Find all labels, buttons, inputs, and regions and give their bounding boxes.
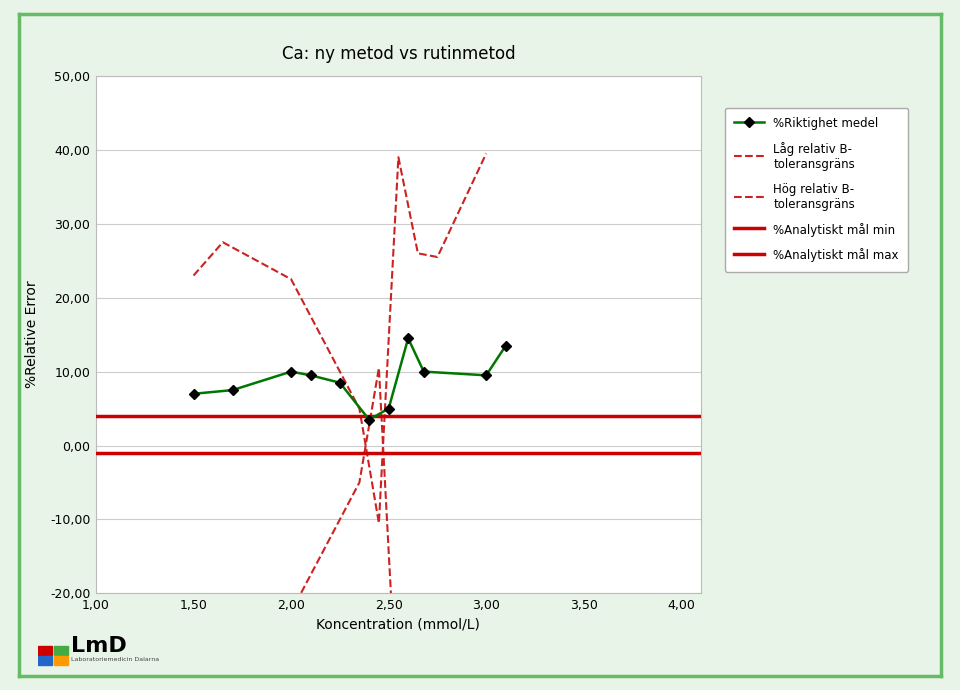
- Y-axis label: %Relative Error: %Relative Error: [25, 281, 39, 388]
- Title: Ca: ny metod vs rutinmetod: Ca: ny metod vs rutinmetod: [281, 46, 516, 63]
- Text: LmD: LmD: [71, 636, 127, 656]
- X-axis label: Koncentration (mmol/L): Koncentration (mmol/L): [317, 618, 480, 631]
- Bar: [54, 656, 68, 664]
- Bar: [38, 656, 53, 664]
- Text: Laboratoriemedicin Dalarna: Laboratoriemedicin Dalarna: [71, 657, 159, 662]
- Bar: [54, 647, 68, 655]
- Bar: [38, 647, 53, 655]
- Legend: %Riktighet medel, Låg relativ B-
toleransgräns, Hög relativ B-
toleransgräns, %A: %Riktighet medel, Låg relativ B- toleran…: [725, 108, 908, 272]
